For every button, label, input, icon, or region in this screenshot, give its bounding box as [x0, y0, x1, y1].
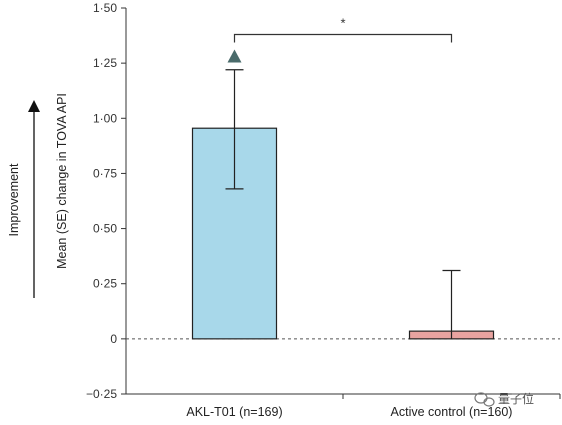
y-axis-title: Mean (SE) change in TOVA API	[55, 93, 69, 269]
y-tick-label: 0·50	[93, 222, 117, 236]
error-bars	[225, 69, 461, 339]
y-tick-label: 1·00	[93, 111, 117, 125]
y-axis: 1·50 1·25 1·00 0·75 0·50 0·25 0 −0·25	[86, 1, 127, 401]
axis-titles: Mean (SE) change in TOVA API Improvement	[7, 93, 69, 298]
triangle-marker	[227, 49, 242, 63]
y-tick-label: −0·25	[86, 387, 117, 401]
y-tick-label: 0·75	[93, 166, 117, 180]
x-tick-label: AKL-T01 (n=169)	[186, 405, 282, 419]
improvement-label: Improvement	[7, 163, 21, 236]
y-tick-label: 1·50	[93, 1, 117, 15]
y-tick-label: 0	[110, 332, 117, 346]
y-tick-label: 0·25	[93, 277, 117, 291]
wechat-icon	[474, 392, 495, 407]
significance-star: *	[340, 15, 345, 30]
bars	[191, 127, 495, 340]
bracket-line	[233, 33, 453, 43]
watermark-text: 量子位	[498, 391, 534, 406]
x-tick-label: Active control (n=160)	[391, 405, 513, 419]
significance-bracket: *	[233, 15, 453, 43]
x-axis: AKL-T01 (n=169) Active control (n=160)	[126, 393, 561, 419]
triangle-shape	[227, 49, 242, 63]
improvement-arrow-head	[28, 100, 40, 112]
y-tick-label: 1·25	[93, 56, 117, 70]
watermark: 量子位	[474, 391, 534, 407]
